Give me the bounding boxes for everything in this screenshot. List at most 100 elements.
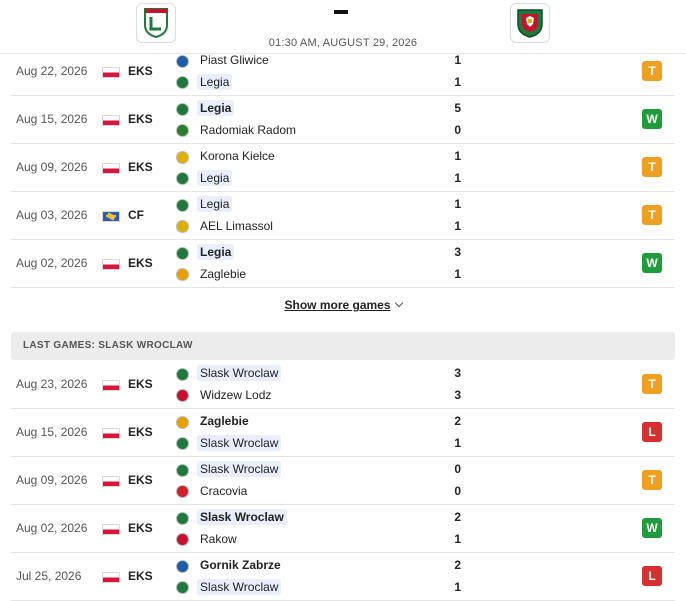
team-name[interactable]: Slask Wroclaw bbox=[197, 461, 282, 477]
legia-crest-icon bbox=[144, 8, 168, 39]
result-badge: T bbox=[642, 61, 662, 81]
team-crest-icon bbox=[176, 512, 189, 525]
team-score: 3 bbox=[454, 245, 461, 259]
team-name[interactable]: Zaglebie bbox=[200, 267, 247, 281]
competition-code: CF bbox=[128, 208, 144, 222]
competition-code: EKS bbox=[128, 377, 153, 391]
team-name[interactable]: Gornik Zabrze bbox=[200, 558, 281, 572]
team-crest-icon bbox=[176, 220, 189, 233]
team-name[interactable]: Slask Wroclaw bbox=[197, 509, 287, 525]
team-name[interactable]: Slask Wroclaw bbox=[197, 365, 282, 381]
team-score: 1 bbox=[454, 197, 461, 211]
legia-games-list: Aug 22, 2026 EKS Piast Gliwice 1 Legia 1 T Aug … bbox=[11, 48, 675, 288]
poland-flag-icon bbox=[102, 380, 120, 391]
game-row[interactable]: Aug 09, 2026 EKS Korona Kielce 1 Legia 1 T bbox=[11, 144, 675, 192]
team-score: 2 bbox=[454, 558, 461, 572]
team-score: 1 bbox=[454, 171, 461, 185]
game-date: Aug 03, 2026 bbox=[16, 208, 88, 222]
game-row[interactable]: Jul 25, 2026 EKS Gornik Zabrze 2 Slask Wrocl… bbox=[11, 553, 675, 601]
team-name[interactable]: Piast Gliwice bbox=[200, 53, 269, 67]
team-score: 0 bbox=[454, 484, 461, 498]
team-score: 0 bbox=[454, 123, 461, 137]
result-badge: W bbox=[642, 109, 662, 129]
game-date: Aug 15, 2026 bbox=[16, 425, 88, 439]
team-crest-icon bbox=[176, 560, 189, 573]
team-crest-icon bbox=[176, 124, 189, 137]
team-crest-icon bbox=[176, 368, 189, 381]
team-score: 3 bbox=[454, 366, 461, 380]
game-date: Aug 02, 2026 bbox=[16, 256, 88, 270]
team-score: 2 bbox=[454, 414, 461, 428]
competition-code: EKS bbox=[128, 256, 153, 270]
team-crest-icon bbox=[176, 55, 189, 68]
team-crest-icon bbox=[176, 151, 189, 164]
team-name[interactable]: Radomiak Radom bbox=[200, 123, 297, 137]
team-name[interactable]: Cracovia bbox=[200, 484, 248, 498]
game-row[interactable]: Aug 23, 2026 EKS Slask Wroclaw 3 Widzew Lodz… bbox=[11, 361, 675, 409]
team-crest-icon bbox=[176, 172, 189, 185]
team-name[interactable]: Slask Wroclaw bbox=[197, 435, 282, 451]
game-date: Aug 22, 2026 bbox=[16, 64, 88, 78]
score-separator bbox=[334, 10, 348, 14]
team-score: 1 bbox=[454, 149, 461, 163]
game-date: Aug 15, 2026 bbox=[16, 112, 88, 126]
show-more-games-button[interactable]: Show more games bbox=[0, 298, 686, 312]
team-score: 1 bbox=[454, 436, 461, 450]
competition-code: EKS bbox=[128, 569, 153, 583]
team-score: 1 bbox=[454, 580, 461, 594]
team-name[interactable]: Slask Wroclaw bbox=[197, 579, 282, 595]
game-row[interactable]: Aug 15, 2026 EKS Zaglebie 2 Slask Wroclaw 1 L bbox=[11, 409, 675, 457]
game-row[interactable]: Aug 02, 2026 EKS Slask Wroclaw 2 Rakow 1 W bbox=[11, 505, 675, 553]
competition-code: EKS bbox=[128, 112, 153, 126]
team-name[interactable]: Legia bbox=[197, 244, 235, 260]
game-row[interactable]: Aug 02, 2026 EKS Legia 3 Zaglebie 1 W bbox=[11, 240, 675, 288]
team-score: 5 bbox=[454, 101, 461, 115]
team-crest-icon bbox=[176, 533, 189, 546]
section-header-slask: LAST GAMES: SLASK WROCLAW bbox=[11, 332, 675, 360]
team-name[interactable]: Legia bbox=[197, 74, 233, 90]
team-score: 2 bbox=[454, 510, 461, 524]
game-date: Aug 23, 2026 bbox=[16, 377, 88, 391]
poland-flag-icon bbox=[102, 572, 120, 583]
result-badge: T bbox=[642, 470, 662, 490]
home-team-logo[interactable] bbox=[136, 3, 176, 43]
team-name[interactable]: Rakow bbox=[200, 532, 237, 546]
team-crest-icon bbox=[176, 247, 189, 260]
team-score: 1 bbox=[454, 53, 461, 67]
team-name[interactable]: Korona Kielce bbox=[200, 149, 275, 163]
competition-code: EKS bbox=[128, 425, 153, 439]
game-row[interactable]: Aug 03, 2026 CF Legia 1 AEL Limassol 1 T bbox=[11, 192, 675, 240]
team-crest-icon bbox=[176, 416, 189, 429]
team-score: 3 bbox=[454, 388, 461, 402]
team-crest-icon bbox=[176, 464, 189, 477]
away-team-logo[interactable] bbox=[510, 3, 550, 43]
team-name[interactable]: Legia bbox=[197, 170, 233, 186]
result-badge: T bbox=[642, 374, 662, 394]
team-name[interactable]: Zaglebie bbox=[200, 414, 249, 428]
team-crest-icon bbox=[176, 389, 189, 402]
team-name[interactable]: Widzew Lodz bbox=[200, 388, 272, 402]
result-badge: L bbox=[642, 566, 662, 586]
team-crest-icon bbox=[176, 437, 189, 450]
slask-crest-icon bbox=[517, 9, 543, 38]
competition-code: EKS bbox=[128, 473, 153, 487]
team-crest-icon bbox=[176, 103, 189, 116]
team-name[interactable]: Legia bbox=[197, 100, 235, 116]
team-name[interactable]: Legia bbox=[197, 196, 233, 212]
competition-code: EKS bbox=[128, 160, 153, 174]
show-more-label: Show more games bbox=[284, 298, 391, 312]
team-name[interactable]: AEL Limassol bbox=[200, 219, 273, 233]
game-date: Jul 25, 2026 bbox=[16, 569, 82, 583]
poland-flag-icon bbox=[102, 259, 120, 270]
game-row[interactable]: Aug 15, 2026 EKS Legia 5 Radomiak Radom 0 W bbox=[11, 96, 675, 144]
poland-flag-icon bbox=[102, 524, 120, 535]
competition-code: EKS bbox=[128, 64, 153, 78]
chevron-down-icon bbox=[394, 298, 403, 308]
game-row[interactable]: Aug 22, 2026 EKS Piast Gliwice 1 Legia 1 T bbox=[11, 48, 675, 96]
game-row[interactable]: Aug 09, 2026 EKS Slask Wroclaw 0 Cracovia 0 T bbox=[11, 457, 675, 505]
team-score: 1 bbox=[454, 219, 461, 233]
result-badge: L bbox=[642, 422, 662, 442]
result-badge: T bbox=[642, 205, 662, 225]
team-crest-icon bbox=[176, 581, 189, 594]
team-crest-icon bbox=[176, 76, 189, 89]
